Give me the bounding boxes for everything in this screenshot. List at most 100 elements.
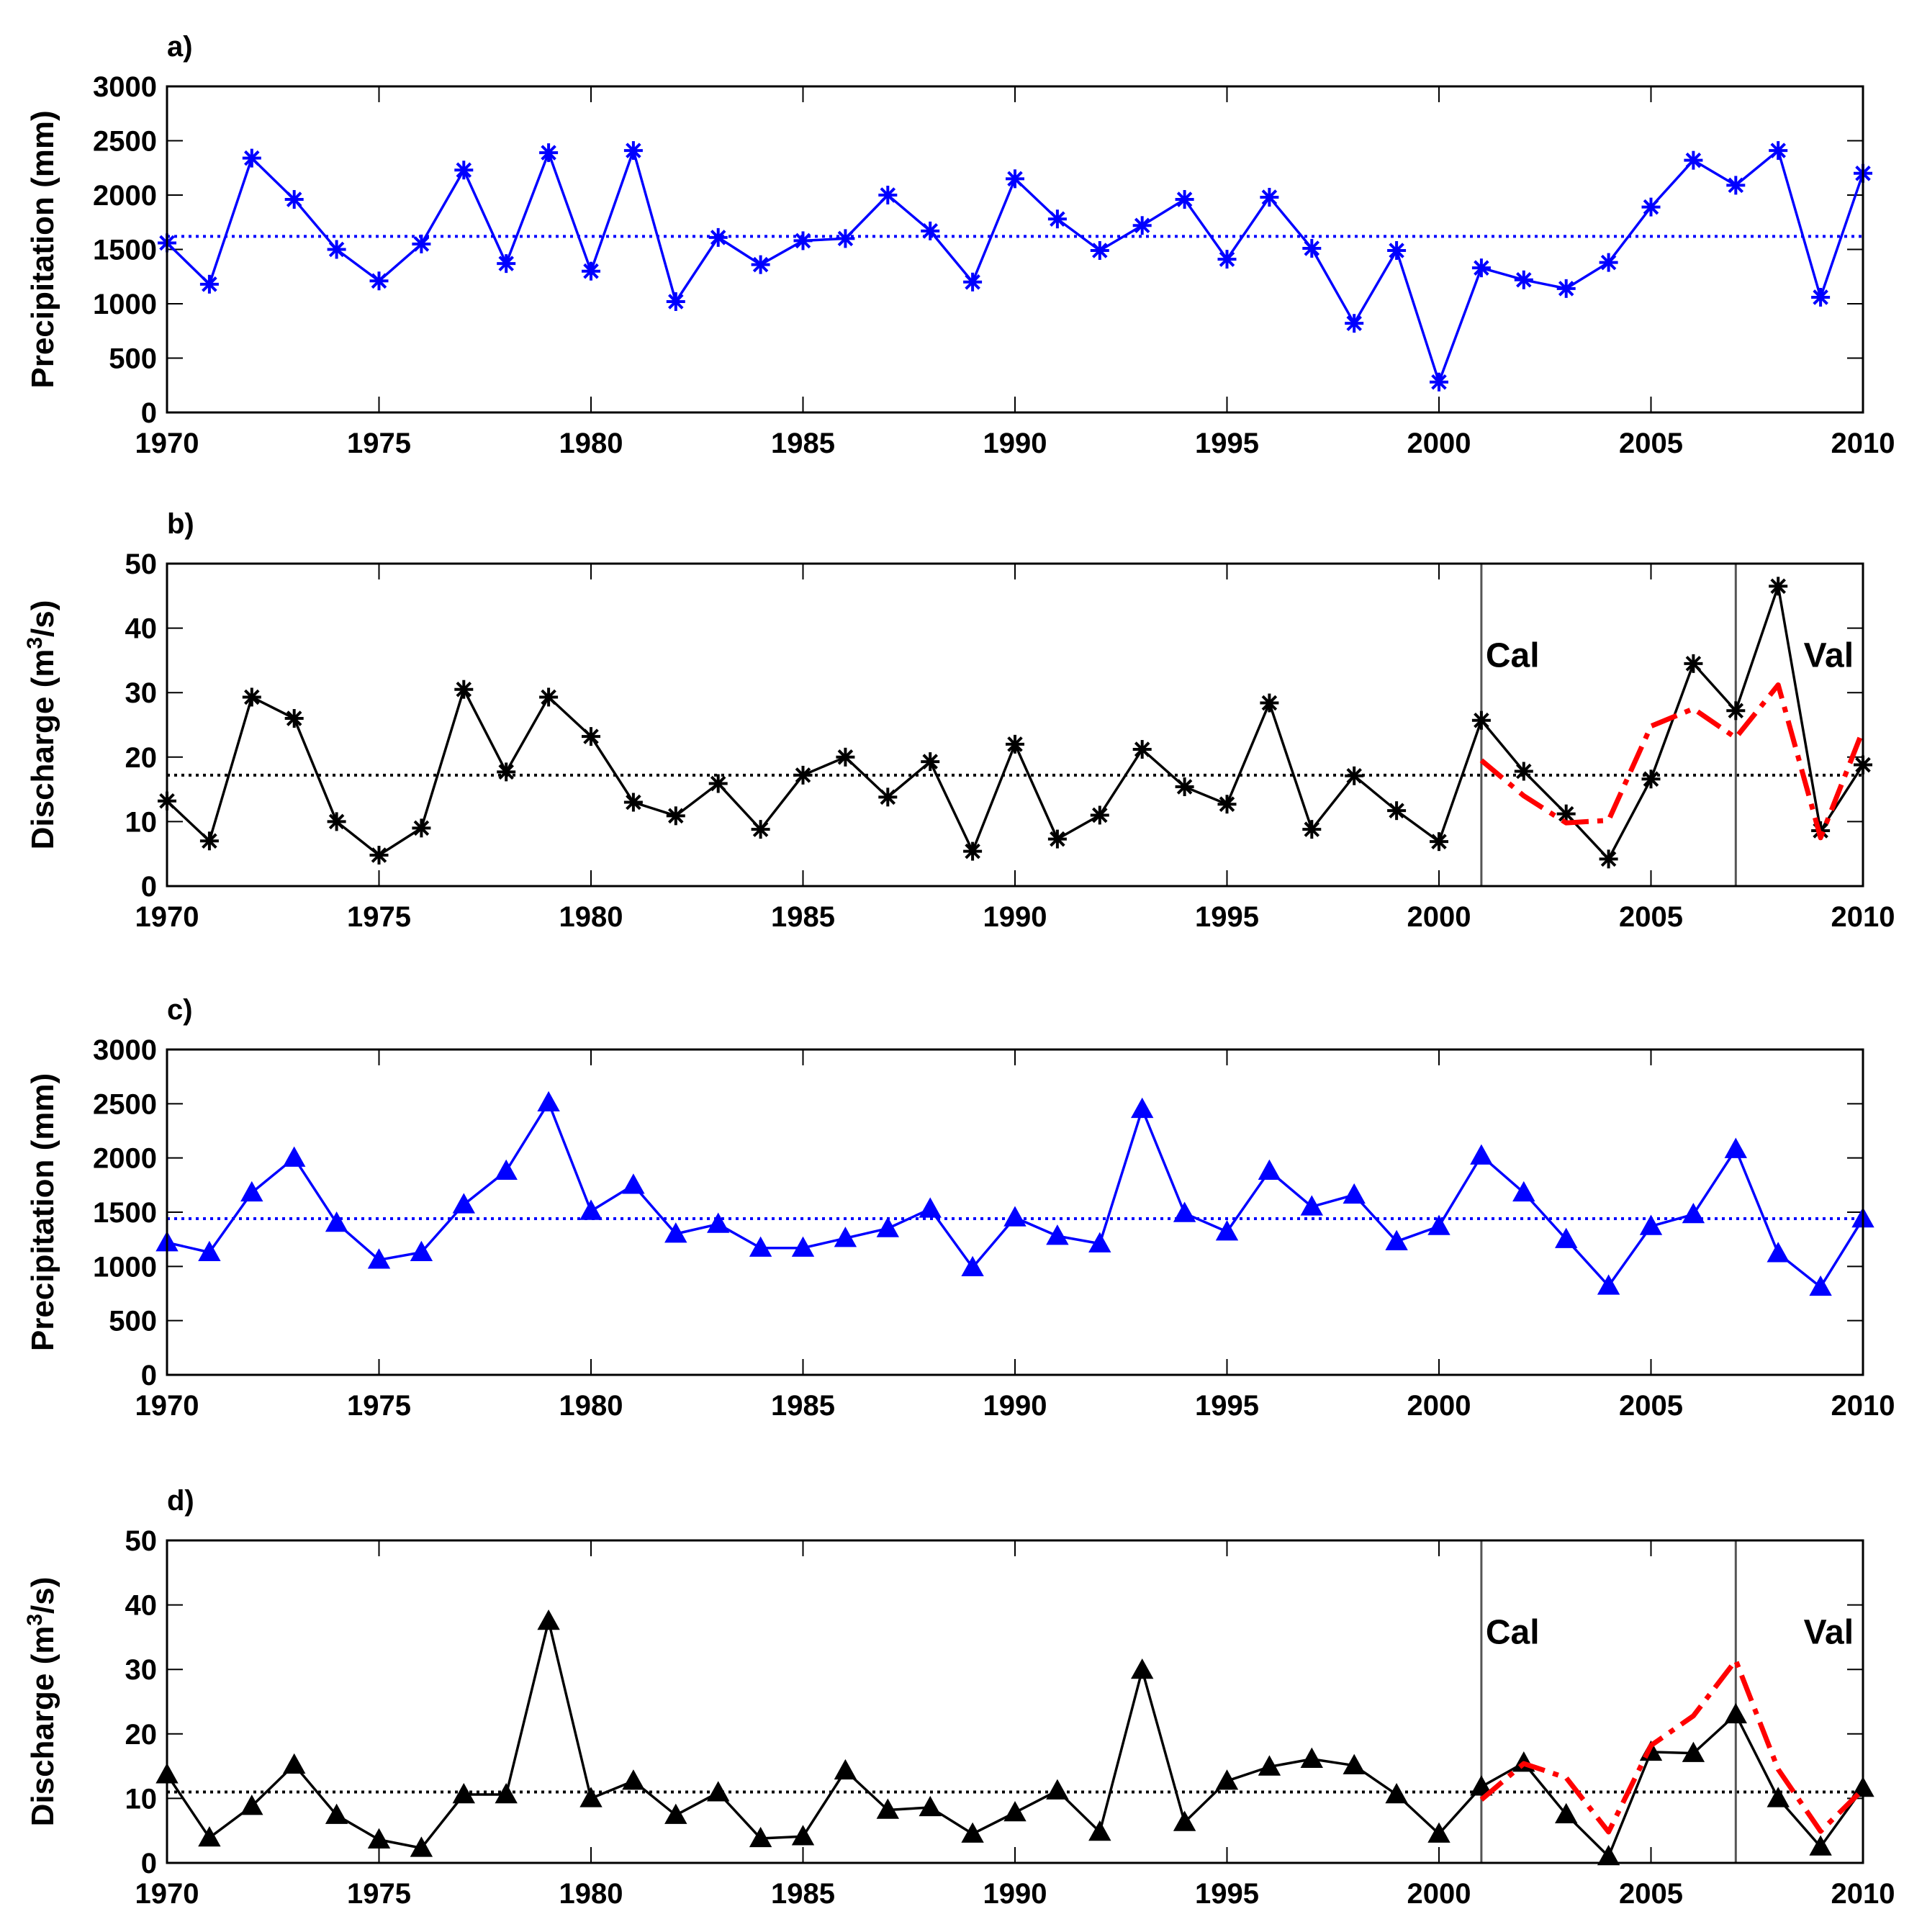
panel-c-observed-point (749, 1236, 772, 1257)
panel-c-observed-point (1597, 1274, 1620, 1295)
panel-a-observed-point (1132, 216, 1152, 235)
panel-a-ytick-label: 3000 (93, 71, 157, 103)
panel-b-observed-point (836, 747, 855, 767)
panel-b-observed-point (751, 820, 770, 839)
panel-b-ylabel: Discharge (m3/s) (23, 600, 60, 850)
panel-d-observed-point (452, 1782, 475, 1804)
panel-a-observed-point (1641, 197, 1661, 217)
panel-c-xtick-label: 1980 (559, 1390, 623, 1422)
panel-a-observed-point (666, 292, 685, 311)
panel-a-observed-point (1006, 169, 1024, 189)
panel-b-observed-point (1175, 777, 1194, 797)
panel-b-xtick-label: 1995 (1195, 901, 1259, 933)
panel-b-observed-point (454, 680, 474, 699)
panel-c-axes-box (166, 1048, 1864, 1376)
panel-a-xtick-label: 2000 (1407, 428, 1471, 459)
panel-b: b) Discharge (m3/s) 0 10 20 30 40 50 1970 1975 198… (23, 508, 1895, 933)
panel-c-observed-point (622, 1173, 645, 1194)
panel-c-observed-point (283, 1146, 306, 1167)
panel-c-observed-point (1258, 1159, 1281, 1180)
panel-d-observed-point (1003, 1801, 1027, 1822)
panel-c-observed-point (961, 1255, 984, 1277)
panel-d-annotation-cal: Cal (1486, 1613, 1540, 1651)
panel-b-observed-point (284, 709, 304, 728)
panel-d-observed-point (791, 1825, 815, 1846)
panel-c-observed-point (1003, 1206, 1027, 1227)
panel-a-observed-point (1769, 141, 1788, 161)
panel-b-observed-point (539, 687, 559, 707)
panel-d-observed-point (1300, 1747, 1323, 1768)
panel-b-ytick-label: 50 (125, 549, 158, 580)
panel-b-ytick-label: 0 (141, 871, 157, 903)
panel-b-xtick-label: 2010 (1831, 901, 1895, 933)
panel-d-observed-point (1131, 1658, 1154, 1679)
panel-b-observed-point (327, 812, 346, 831)
panel-c-observed-point (1088, 1232, 1111, 1252)
panel-a-observed-point (1471, 258, 1491, 278)
panel-c-observed-point (410, 1240, 433, 1261)
panel-d-xtick-label: 1995 (1195, 1878, 1259, 1910)
panel-d-observed-point (495, 1782, 518, 1804)
panel-b-observed-point (1726, 701, 1746, 721)
panel-c-observed-point (1131, 1097, 1154, 1119)
panel-b-label: b) (167, 508, 194, 540)
panel-b-observed-point (1260, 693, 1279, 713)
panel-c-label: c) (167, 994, 193, 1026)
panel-b-ytick-label: 10 (125, 806, 158, 838)
panel-a-observed-point (582, 261, 600, 281)
panel-b-xtick-label: 1975 (347, 901, 411, 933)
panel-a-xtick-label: 1975 (347, 428, 411, 459)
panel-b-ytick-label: 30 (125, 677, 158, 709)
panel-d-observed-point (367, 1828, 391, 1849)
panel-c-observed-point (834, 1227, 857, 1247)
panel-a-observed-point (539, 143, 559, 163)
panel-a-observed-point (1047, 209, 1067, 229)
panel-b-xtick-label: 1970 (135, 901, 199, 933)
panel-a-observed-point (1217, 250, 1237, 269)
panel-a-observed-point (1726, 176, 1746, 195)
panel-a-observed-point (878, 186, 898, 204)
panel-b-xtick-label: 2000 (1407, 901, 1471, 933)
panel-d-observed-point (1767, 1787, 1790, 1807)
panel-d-observed-point (919, 1795, 942, 1817)
panel-a-observed-point (623, 141, 643, 161)
panel-b-observed-point (497, 762, 516, 782)
panel-a-observed-point (963, 272, 983, 292)
panel-b-observed-point (1387, 801, 1407, 821)
panel-b-observed-point (1641, 769, 1661, 789)
panel-d-observed-point (579, 1787, 603, 1807)
panel-b-annotation-val: Val (1804, 636, 1854, 674)
panel-a-observed-point (454, 161, 474, 180)
panel-d-xtick-label: 1985 (771, 1878, 835, 1910)
panel-a-observed-point (836, 229, 855, 248)
panel-c-ytick-label: 1000 (93, 1251, 157, 1283)
panel-d-xtick-label: 2010 (1831, 1878, 1895, 1910)
panel-d-observed-point (707, 1781, 730, 1802)
panel-d-observed-point (537, 1609, 560, 1630)
panel-c-ytick-label: 3000 (93, 1034, 157, 1066)
panel-d-ytick-label: 20 (125, 1719, 158, 1751)
panel-a-ylabel: Precipitation (mm) (25, 110, 60, 388)
panel-b-observed-point (963, 841, 983, 861)
panel-b-observed-point (242, 687, 261, 707)
panel-d-observed-point (1343, 1753, 1366, 1774)
panel-a-observed-point (1387, 241, 1407, 261)
panel-d: d) Discharge (m3/s) 0 10 20 30 40 50 1970 1975 198… (23, 1485, 1895, 1910)
panel-d-observed-point (1682, 1741, 1705, 1762)
panel-d-ylabel: Discharge (m3/s) (23, 1577, 60, 1827)
panel-c-ytick-label: 1500 (93, 1197, 157, 1229)
panel-c-observed-point (664, 1222, 687, 1243)
panel-d-observed-point (240, 1795, 263, 1815)
panel-c-observed-point (1300, 1195, 1323, 1216)
panel-c-ytick-label: 2500 (93, 1088, 157, 1120)
panel-d-observed-point (1427, 1822, 1450, 1843)
panel-a-xtick-label: 2005 (1619, 428, 1683, 459)
panel-a-xtick-label: 1980 (559, 428, 623, 459)
panel-c-xtick-label: 2010 (1831, 1390, 1895, 1422)
panel-c-observed-point (1724, 1137, 1747, 1158)
panel-b-observed-point (1345, 766, 1364, 785)
panel-d-ytick-label: 30 (125, 1654, 158, 1686)
panel-c-xtick-label: 1990 (983, 1390, 1047, 1422)
panel-d-observed-point (410, 1836, 433, 1857)
